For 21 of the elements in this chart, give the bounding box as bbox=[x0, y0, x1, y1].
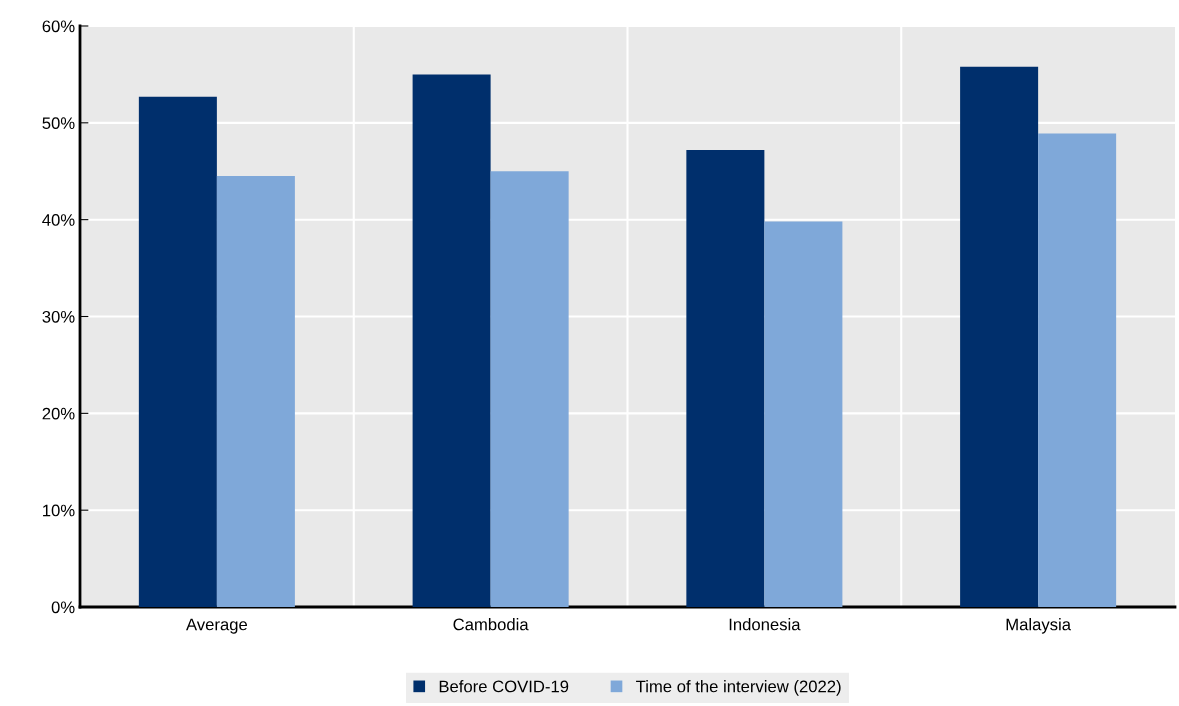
x-tick-label: Average bbox=[186, 618, 248, 634]
bar bbox=[412, 74, 491, 607]
x-tick-label: Indonesia bbox=[729, 618, 801, 631]
x-tick-label: Malaysia bbox=[1006, 618, 1072, 634]
bar bbox=[216, 176, 295, 607]
x-tick-label: Cambodia bbox=[453, 618, 529, 631]
bar bbox=[960, 66, 1039, 607]
bar bbox=[1038, 133, 1117, 607]
y-tick-label: 20% bbox=[42, 407, 75, 420]
y-tick-label: 60% bbox=[42, 20, 75, 33]
y-tick-label: 50% bbox=[42, 117, 75, 130]
legend-label: Before COVID-19 bbox=[439, 680, 569, 693]
y-tick-label: 10% bbox=[43, 504, 75, 517]
y-tick-label: 0% bbox=[51, 601, 75, 614]
y-tick-label: 40% bbox=[42, 214, 75, 226]
legend-label: Time of the interview (2022) bbox=[636, 680, 841, 696]
y-tick-label: 30% bbox=[42, 310, 75, 323]
bar bbox=[490, 171, 569, 607]
bar bbox=[686, 149, 765, 607]
bar bbox=[138, 96, 217, 607]
bar bbox=[764, 221, 843, 607]
